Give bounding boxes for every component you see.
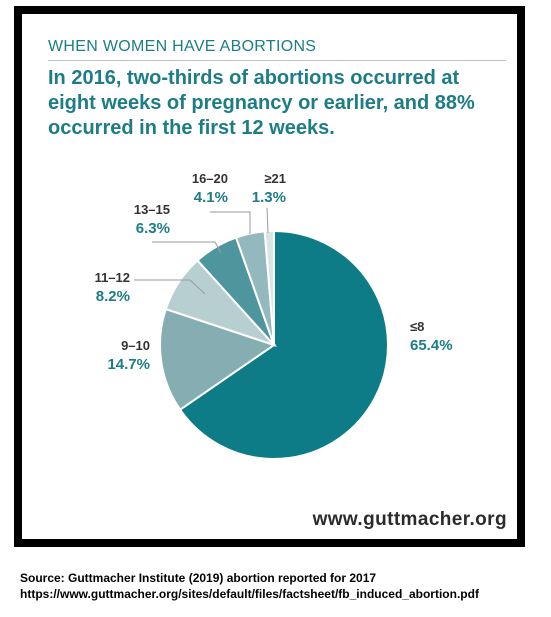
slice-category-label: ≤8 bbox=[410, 319, 424, 334]
slice-value-label: 65.4% bbox=[410, 337, 453, 354]
pie-slice bbox=[263, 229, 275, 346]
slice-category-label: 9–10 bbox=[121, 338, 150, 353]
chart-overline: WHEN WOMEN HAVE ABORTIONS bbox=[48, 38, 317, 55]
header-divider bbox=[48, 60, 506, 61]
pie-slice bbox=[178, 229, 389, 460]
slice-category-label: ≥21 bbox=[264, 171, 286, 186]
website-credit: www.guttmacher.org bbox=[312, 509, 507, 530]
pie-slices bbox=[159, 229, 389, 460]
source-line-2: https://www.guttmacher.org/sites/default… bbox=[20, 587, 479, 601]
leader-line bbox=[152, 241, 222, 254]
slice-value-label: 8.2% bbox=[96, 288, 130, 305]
slice-category-label: 13–15 bbox=[134, 202, 170, 217]
source-line-1: Source: Guttmacher Institute (2019) abor… bbox=[20, 571, 377, 585]
source-note: Source: Guttmacher Institute (2019) abor… bbox=[20, 570, 479, 602]
pie-slice bbox=[159, 307, 277, 412]
pie-labels: ≤8 65.4% 9–10 14.7% 11–12 8.2% 13–15 6.3% 16–20 4… bbox=[95, 171, 453, 373]
leader-line bbox=[134, 279, 206, 295]
chart-headline: In 2016, two-thirds of abortions occurre… bbox=[48, 67, 475, 139]
slice-value-label: 1.3% bbox=[252, 189, 286, 206]
slice-value-label: 14.7% bbox=[107, 356, 150, 373]
slice-value-label: 4.1% bbox=[194, 189, 228, 206]
slice-category-label: 11–12 bbox=[95, 270, 130, 285]
slice-value-label: 6.3% bbox=[136, 220, 170, 237]
leader-line bbox=[266, 207, 269, 234]
leader-line bbox=[210, 211, 251, 234]
slice-category-label: 16–20 bbox=[192, 171, 228, 186]
